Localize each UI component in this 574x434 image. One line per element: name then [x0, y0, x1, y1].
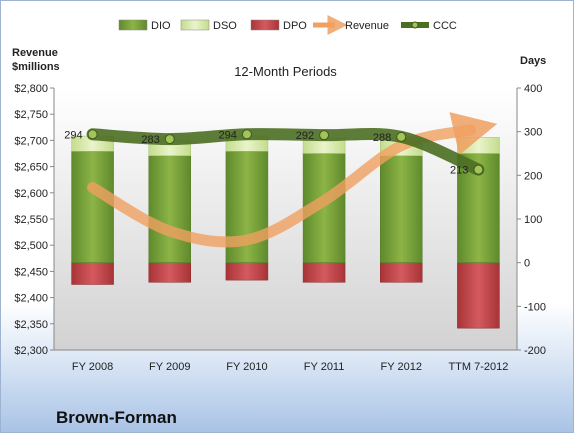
dpo-bar — [148, 262, 191, 283]
ccc-marker — [473, 164, 484, 175]
legend-swatch-dio — [118, 19, 148, 31]
category-label: FY 2009 — [149, 361, 190, 373]
ccc-data-label: 213 — [450, 165, 468, 177]
right-tick-label: 400 — [524, 83, 542, 95]
dio-bar — [380, 155, 423, 263]
left-tick-label: $2,500 — [14, 240, 48, 252]
category-label: TTM 7-2012 — [448, 361, 508, 373]
legend-label: DIO — [151, 20, 171, 32]
ccc-marker — [241, 129, 252, 140]
right-tick-label: -200 — [524, 345, 546, 357]
left-tick-label: $2,600 — [14, 188, 48, 200]
ccc-data-label: 283 — [141, 134, 159, 146]
dso-bar — [457, 137, 500, 154]
legend-label: DSO — [213, 20, 237, 32]
category-label: FY 2010 — [226, 361, 267, 373]
right-axis-label: Days — [520, 55, 546, 67]
left-tick-label: $2,750 — [14, 109, 48, 121]
legend-label: CCC — [433, 20, 457, 32]
ccc-marker — [396, 131, 407, 142]
dpo-bar — [302, 262, 346, 283]
right-tick-label: 100 — [524, 214, 542, 226]
right-tick-label: -100 — [524, 301, 546, 313]
revenue-arrow — [87, 112, 498, 248]
ccc-data-label: 288 — [373, 132, 391, 144]
ccc-marker — [164, 134, 175, 145]
legend-label: Revenue — [345, 20, 389, 32]
left-tick-label: $2,450 — [14, 266, 48, 278]
left-tick-label: $2,650 — [14, 162, 48, 174]
right-tick-label: 0 — [524, 258, 530, 270]
left-axis-label: Revenue — [12, 47, 58, 59]
ccc-data-label: 294 — [64, 129, 82, 141]
left-tick-label: $2,700 — [14, 135, 48, 147]
ccc-line — [86, 127, 485, 176]
legend-swatch-dso — [180, 19, 210, 31]
legend-label: DPO — [283, 20, 307, 32]
dio-bar — [71, 151, 114, 263]
category-label: FY 2012 — [381, 361, 422, 373]
dpo-bar — [380, 262, 423, 283]
right-tick-label: 300 — [524, 127, 542, 139]
left-tick-label: $2,300 — [14, 345, 48, 357]
legend-swatch-dpo — [250, 19, 280, 31]
left-tick-label: $2,350 — [14, 319, 48, 331]
company-name: Brown-Forman — [56, 408, 177, 427]
left-tick-label: $2,400 — [14, 293, 48, 305]
left-axis-label-units: $millions — [12, 61, 60, 73]
ccc-data-label: 294 — [219, 129, 237, 141]
left-tick-label: $2,550 — [14, 214, 48, 226]
legend-marker-ccc — [411, 21, 419, 29]
ccc-marker — [87, 129, 98, 140]
category-label: FY 2011 — [304, 361, 345, 373]
dpo-bar — [457, 262, 500, 329]
ccc-marker — [319, 130, 330, 141]
chart-title: 12-Month Periods — [234, 64, 337, 79]
dio-bar — [148, 155, 191, 263]
ccc-data-label: 292 — [296, 130, 314, 142]
dpo-bar — [225, 262, 269, 281]
left-tick-label: $2,800 — [14, 83, 48, 95]
right-tick-label: 200 — [524, 170, 542, 182]
dpo-bar — [71, 262, 114, 285]
category-label: FY 2008 — [72, 361, 113, 373]
